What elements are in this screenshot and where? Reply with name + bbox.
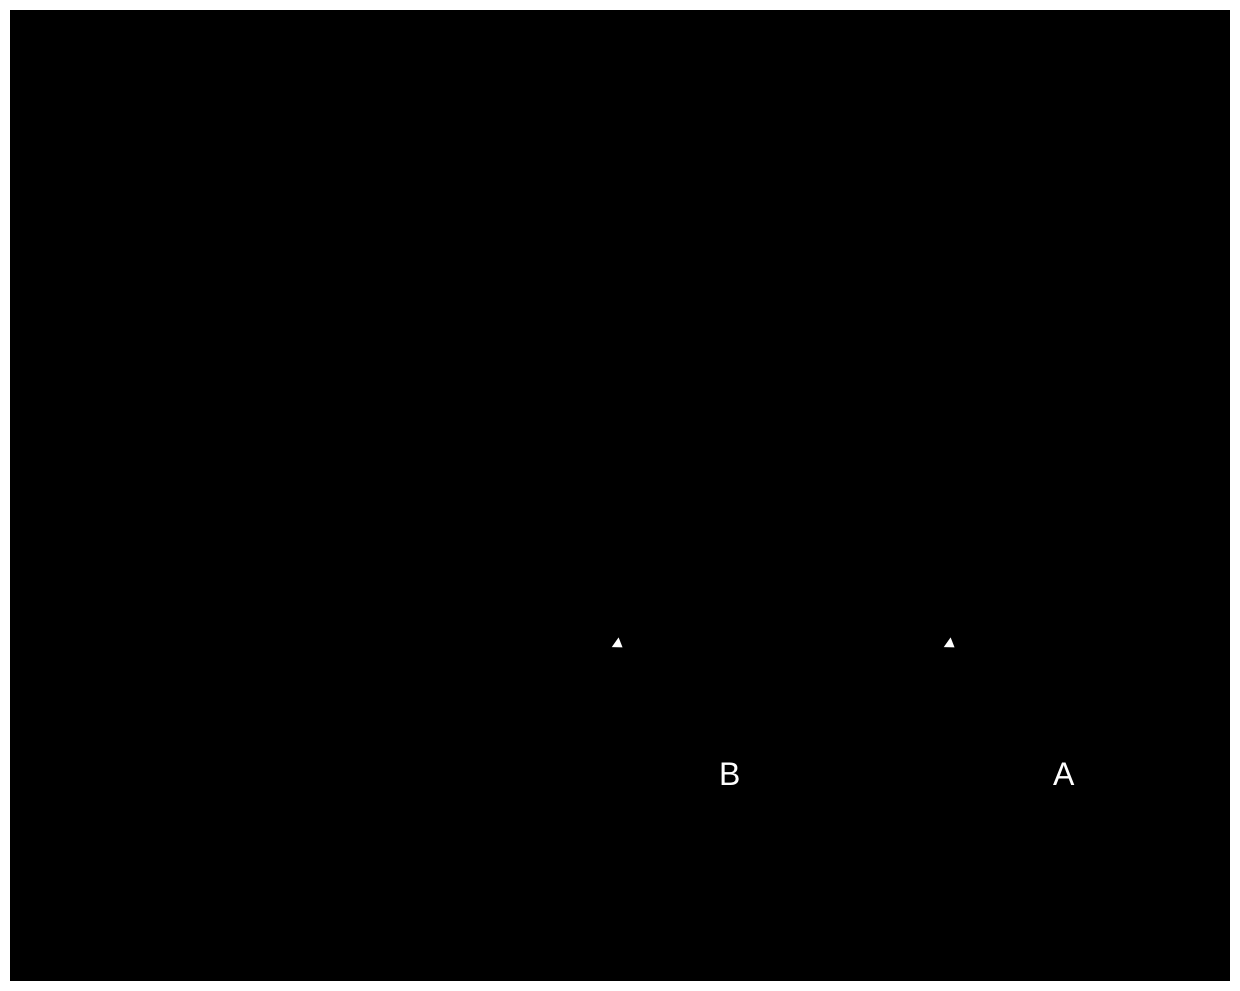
pointer-b-icon bbox=[612, 637, 630, 654]
diagram-frame: A B bbox=[0, 0, 1240, 991]
label-b: B bbox=[719, 756, 740, 793]
pointer-a-icon bbox=[944, 637, 962, 654]
label-a: A bbox=[1053, 756, 1074, 793]
diagram-canvas: A B bbox=[10, 10, 1230, 981]
